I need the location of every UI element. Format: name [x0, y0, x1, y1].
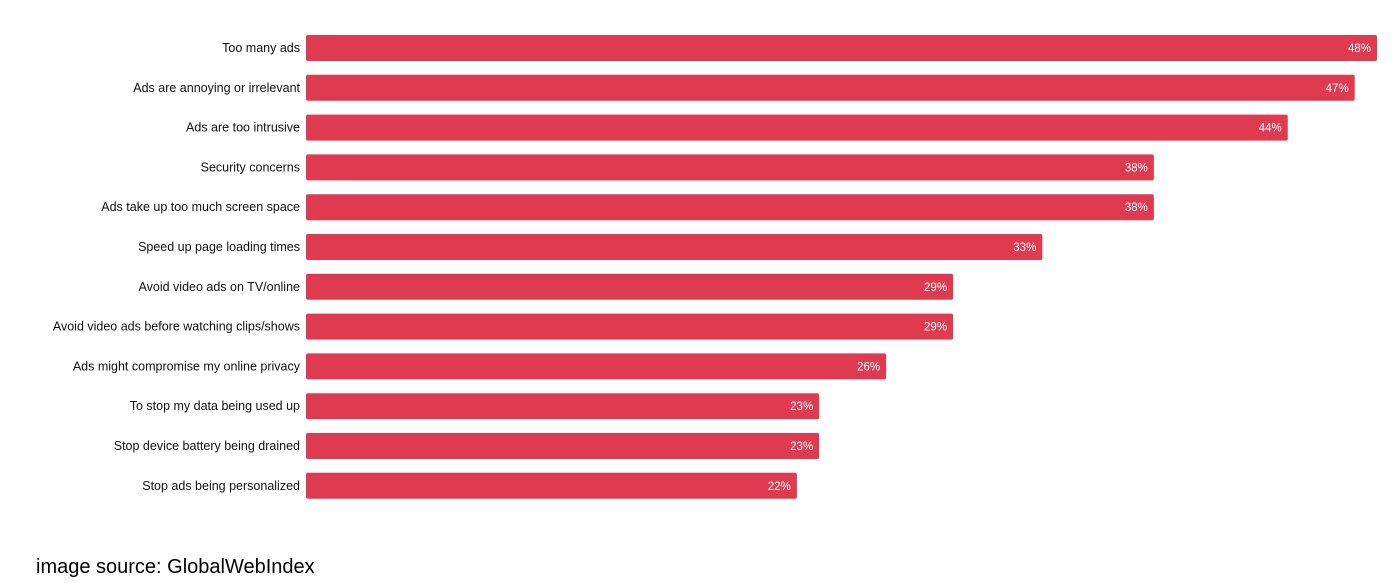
value-label: 29% — [924, 322, 947, 334]
category-label: To stop my data being used up — [130, 399, 300, 413]
category-label: Ads might compromise my online privacy — [73, 359, 301, 373]
category-label: Ads are too intrusive — [186, 121, 300, 135]
value-label: 48% — [1348, 43, 1371, 55]
value-label: 26% — [857, 361, 880, 373]
bar — [306, 154, 1154, 181]
bar — [306, 353, 887, 380]
category-label: Speed up page loading times — [138, 240, 300, 254]
category-label: Stop ads being personalized — [142, 479, 300, 493]
value-label: 38% — [1125, 202, 1148, 214]
category-label: Avoid video ads on TV/online — [139, 280, 301, 294]
category-label: Ads take up too much screen space — [101, 200, 300, 214]
value-label: 22% — [768, 481, 791, 493]
category-label: Ads are annoying or irrelevant — [133, 81, 300, 95]
bar-chart: Too many ads 48% Ads are annoying or irrel… — [53, 35, 1377, 499]
bar — [306, 35, 1377, 61]
bar — [306, 234, 1043, 260]
bar — [306, 74, 1355, 101]
category-label: Stop device battery being drained — [114, 439, 300, 453]
bar — [306, 273, 954, 300]
value-label: 23% — [790, 401, 813, 413]
bar — [306, 313, 954, 340]
value-label: 23% — [790, 441, 813, 453]
bar — [306, 393, 820, 420]
category-label: Avoid video ads before watching clips/sh… — [53, 320, 300, 334]
category-label: Security concerns — [201, 160, 300, 174]
bar — [306, 472, 797, 499]
bar — [306, 433, 820, 459]
bar — [306, 114, 1288, 141]
bar — [306, 194, 1154, 221]
value-label: 33% — [1013, 242, 1036, 254]
category-label: Too many ads — [222, 41, 300, 55]
value-label: 47% — [1326, 83, 1349, 95]
image-source-caption: image source: GlobalWebIndex — [36, 556, 315, 578]
value-label: 29% — [924, 282, 947, 294]
value-label: 44% — [1259, 123, 1282, 135]
value-label: 38% — [1125, 162, 1148, 174]
